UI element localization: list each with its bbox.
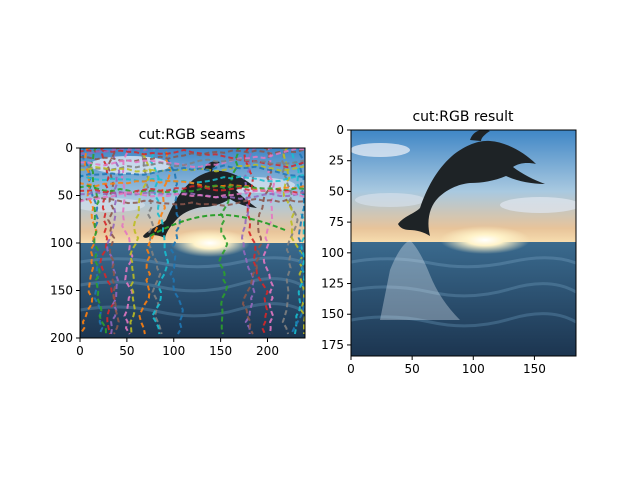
seam-line: [149, 213, 286, 237]
seam-line: [217, 148, 240, 335]
right-axes: cut:RGB result 0 50 100 150 0 25 50 75 100 125 150…: [321, 109, 577, 376]
left-y-tick-label: 50: [58, 189, 73, 203]
dolphin-icon: [398, 140, 545, 236]
seam-line: [80, 179, 305, 192]
seam-line: [136, 148, 163, 335]
left-x-tick-label: 150: [209, 344, 232, 358]
seam-line: [243, 148, 269, 335]
seam-line: [80, 148, 305, 162]
seam-line: [80, 190, 305, 200]
right-image: [351, 130, 576, 356]
seam-line: [89, 148, 107, 334]
seam-line: [291, 148, 305, 335]
seam-line: [160, 148, 184, 335]
seam-line: [262, 148, 276, 335]
right-y-tick-label: 175: [321, 338, 344, 352]
right-x-tick-label: 100: [462, 362, 485, 376]
seam-line: [80, 184, 305, 194]
left-y-tick-label: 150: [50, 284, 73, 298]
seam-line: [80, 158, 305, 171]
right-y-tick-label: 75: [329, 215, 344, 229]
left-y-tick-label: 100: [50, 236, 73, 250]
seam-line: [148, 148, 170, 335]
seam-line: [80, 173, 305, 185]
right-x-tick-label: 150: [523, 362, 546, 376]
right-axes-frame: [350, 129, 577, 357]
seam-line: [138, 148, 172, 335]
seam-line: [106, 148, 120, 335]
seam-line: [290, 148, 305, 335]
right-y-tick-label: 150: [321, 307, 344, 321]
left-y-tick-label: 0: [65, 141, 73, 155]
left-image: [80, 148, 305, 338]
right-x-tick-label: 0: [347, 362, 355, 376]
left-y-tick-label: 200: [50, 331, 73, 345]
seam-line: [80, 148, 305, 169]
seam-lines: [80, 148, 305, 335]
left-x-tick-label: 100: [162, 344, 185, 358]
right-axes-title: cut:RGB result: [412, 109, 514, 125]
seam-line: [80, 164, 305, 179]
right-y-tick-label: 0: [336, 123, 344, 137]
seam-line: [80, 148, 98, 335]
seam-line: [80, 189, 305, 203]
seam-line: [241, 148, 273, 335]
left-x-tick-label: 0: [76, 344, 84, 358]
seam-line: [240, 148, 256, 335]
right-y-tick-label: 100: [321, 246, 344, 260]
right-axes-ticks: 0 50 100 150 0 25 50 75 100 125 150 175: [321, 123, 546, 376]
seam-line: [128, 148, 152, 335]
seam-line: [99, 148, 116, 335]
right-y-tick-label: 125: [321, 277, 344, 291]
left-axes-title: cut:RGB seams: [139, 127, 246, 143]
left-x-tick-label: 200: [256, 344, 279, 358]
seam-line: [80, 148, 305, 168]
left-x-tick-label: 50: [119, 344, 134, 358]
right-y-tick-label: 50: [329, 184, 344, 198]
right-y-tick-label: 25: [329, 154, 344, 168]
seam-line: [120, 148, 134, 335]
right-x-tick-label: 50: [405, 362, 420, 376]
seam-line: [80, 195, 305, 207]
seam-line: [80, 163, 305, 173]
